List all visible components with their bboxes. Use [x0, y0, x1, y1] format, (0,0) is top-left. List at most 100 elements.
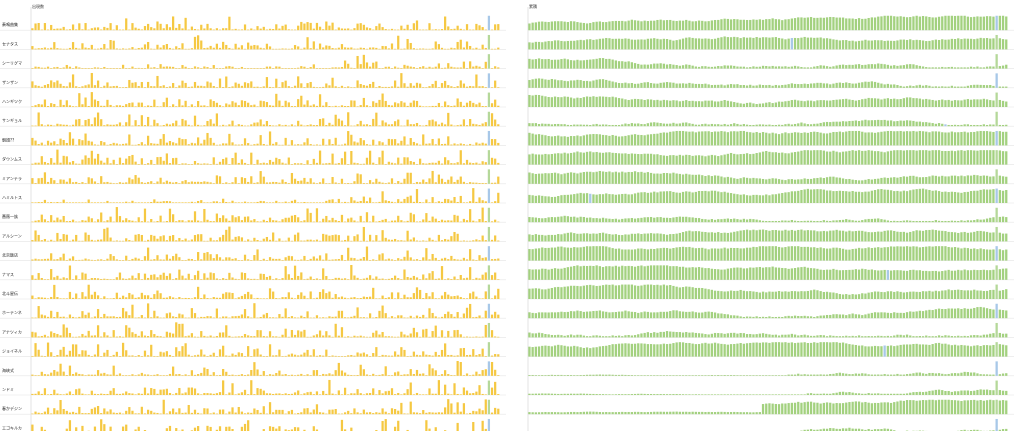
bar — [992, 289, 995, 299]
bar — [484, 162, 487, 165]
bar — [131, 179, 134, 184]
bar — [742, 19, 745, 31]
bar — [749, 178, 752, 184]
bar — [115, 240, 118, 242]
bar — [937, 131, 941, 146]
bar — [109, 163, 112, 165]
bar — [653, 265, 656, 280]
bar — [745, 153, 749, 165]
bar — [90, 72, 93, 88]
bar — [59, 124, 62, 127]
bar — [134, 48, 137, 50]
bar — [851, 130, 854, 146]
bar — [976, 230, 979, 242]
bar — [490, 298, 494, 299]
bar — [372, 287, 375, 299]
bar — [925, 150, 928, 165]
bar — [322, 218, 325, 223]
bar — [490, 157, 494, 165]
bar — [78, 139, 81, 146]
bar — [595, 123, 598, 127]
bar — [835, 121, 838, 127]
bar — [569, 80, 573, 88]
bar — [112, 330, 115, 338]
bar — [806, 220, 809, 223]
bar — [168, 47, 172, 50]
bar — [985, 189, 989, 203]
bar — [877, 291, 880, 299]
bar — [752, 219, 755, 223]
bar — [563, 312, 566, 319]
bar — [71, 297, 75, 299]
bar — [579, 60, 582, 69]
bar — [103, 125, 106, 127]
bar — [90, 44, 93, 50]
bar — [203, 48, 206, 50]
bar — [784, 247, 787, 261]
bar — [688, 230, 691, 242]
bar — [475, 296, 478, 299]
bar — [50, 239, 53, 242]
bar — [534, 248, 537, 261]
bar — [103, 313, 106, 319]
bar — [953, 15, 957, 31]
bar — [90, 141, 93, 146]
bar — [337, 335, 340, 338]
bar — [50, 142, 53, 146]
bar — [350, 265, 353, 280]
bar — [87, 29, 90, 31]
bar — [472, 279, 475, 280]
bar — [100, 160, 103, 165]
bar — [880, 99, 883, 107]
bar — [56, 144, 59, 146]
bar — [797, 38, 800, 50]
bar — [34, 85, 37, 88]
bar — [845, 40, 848, 50]
bar — [393, 275, 397, 280]
bar — [356, 173, 359, 184]
bar — [372, 202, 375, 203]
bar — [758, 292, 761, 299]
bar — [768, 102, 771, 107]
bar — [710, 176, 713, 184]
bar — [640, 234, 643, 242]
bar — [328, 122, 331, 127]
bar — [893, 270, 896, 280]
bar — [576, 265, 579, 280]
bar — [790, 179, 793, 184]
bar — [934, 190, 937, 203]
bar — [365, 212, 369, 223]
bar — [832, 131, 835, 146]
bar — [829, 132, 832, 146]
bar — [534, 195, 537, 203]
bar — [576, 233, 579, 242]
bar — [450, 47, 453, 50]
bar — [656, 248, 659, 261]
bar — [306, 181, 309, 184]
bar — [928, 85, 931, 88]
bar — [867, 269, 870, 280]
bar — [368, 180, 372, 184]
bar — [790, 191, 793, 203]
bar — [982, 175, 985, 184]
bar — [624, 123, 627, 127]
bar — [777, 124, 781, 127]
bar — [265, 29, 269, 31]
bar — [982, 249, 985, 261]
bar — [969, 191, 973, 203]
bar — [765, 37, 768, 50]
bar — [976, 66, 979, 69]
bar — [851, 220, 854, 223]
bar — [797, 229, 800, 242]
bar — [921, 122, 925, 127]
bar — [440, 83, 444, 88]
bar — [979, 150, 982, 165]
bar — [739, 316, 742, 319]
bar — [209, 45, 212, 50]
bar — [71, 106, 75, 107]
bar — [918, 98, 921, 107]
bar — [247, 291, 250, 299]
bar — [456, 279, 459, 280]
bar — [957, 86, 960, 88]
bar — [325, 331, 328, 338]
